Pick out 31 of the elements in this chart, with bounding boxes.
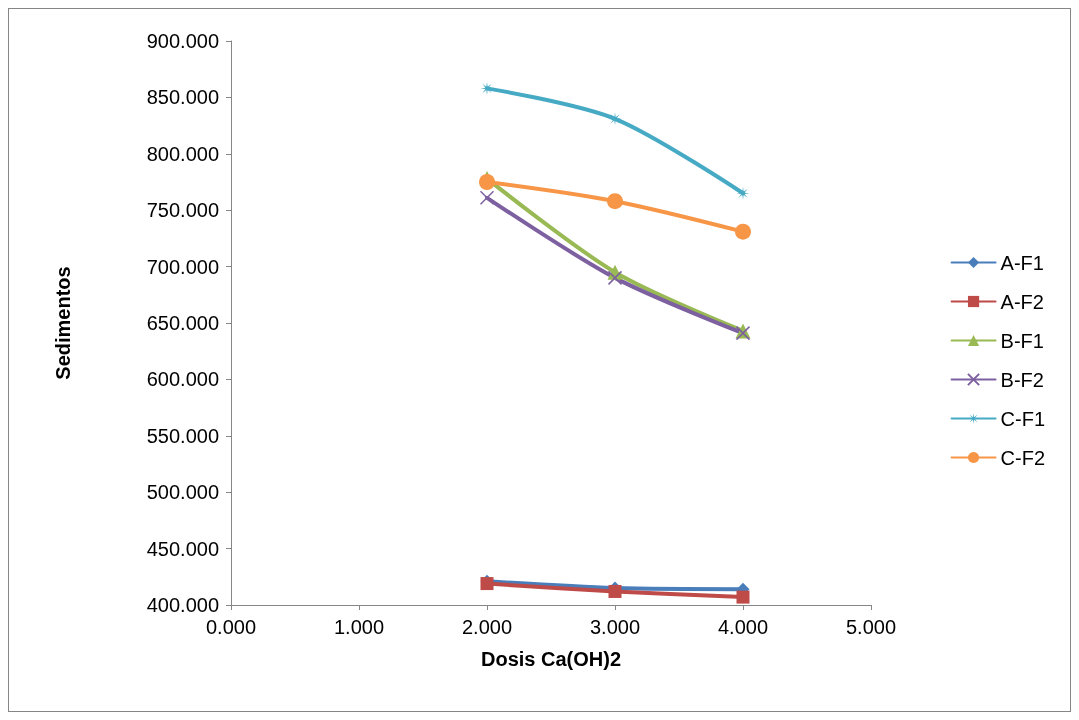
legend-label: C-F2: [1000, 446, 1046, 469]
point: [608, 112, 622, 126]
x-tick-label: 1.000: [333, 616, 385, 638]
x-tick-label: 5.000: [845, 616, 897, 638]
x-tick-label: 4.000: [717, 616, 769, 638]
y-tick-label: 500.000: [146, 481, 219, 504]
point: [736, 590, 750, 604]
y-axis-title: Sedimentos: [52, 266, 74, 380]
legend-label: A-F2: [1000, 290, 1044, 313]
y-tick-label: 400.000: [146, 594, 219, 616]
y-tick-label: 900.000: [146, 30, 219, 52]
legend-label: B-F2: [1000, 368, 1044, 391]
legend-label: A-F1: [1000, 251, 1044, 274]
y-tick-label: 850.000: [146, 86, 219, 109]
x-axis-title: Dosis Ca(OH)2: [480, 648, 622, 670]
x-tick-label: 2.000: [461, 616, 513, 638]
y-tick-label: 750.000: [146, 199, 219, 222]
point: [479, 190, 495, 206]
y-tick-label: 550.000: [146, 424, 219, 447]
y-tick-label: 650.000: [146, 312, 219, 334]
point: [607, 270, 623, 286]
legend-label: B-F1: [1000, 329, 1044, 352]
point: [735, 223, 751, 240]
x-tick-label: 0.000: [205, 616, 257, 638]
legend-label: C-F1: [1000, 407, 1046, 430]
point: [607, 193, 623, 210]
y-tick-label: 800.000: [146, 142, 219, 165]
y-tick-label: 600.000: [146, 368, 219, 391]
y-tick-label: 700.000: [146, 255, 219, 278]
x-tick-label: 3.000: [589, 616, 641, 638]
y-tick-label: 450.000: [146, 537, 219, 560]
